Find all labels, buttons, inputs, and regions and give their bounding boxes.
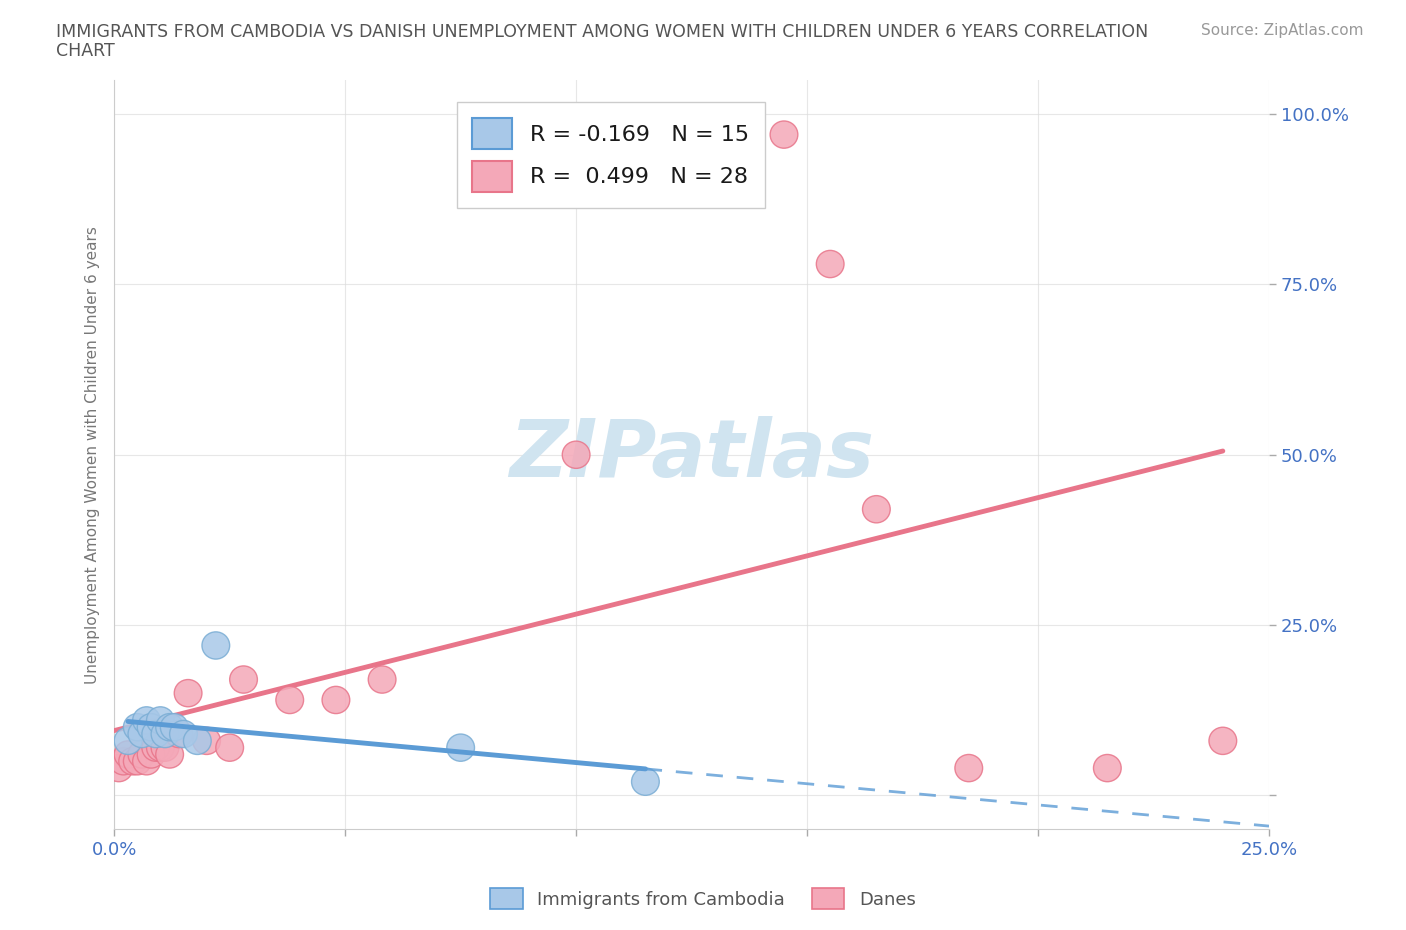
Ellipse shape bbox=[132, 748, 160, 775]
Ellipse shape bbox=[156, 713, 183, 741]
Ellipse shape bbox=[955, 754, 983, 782]
Legend: Immigrants from Cambodia, Danes: Immigrants from Cambodia, Danes bbox=[484, 881, 922, 916]
Ellipse shape bbox=[132, 707, 160, 734]
Ellipse shape bbox=[142, 734, 170, 762]
Ellipse shape bbox=[368, 666, 396, 693]
Ellipse shape bbox=[150, 721, 179, 748]
Ellipse shape bbox=[124, 748, 150, 775]
Ellipse shape bbox=[817, 250, 844, 278]
Ellipse shape bbox=[138, 713, 165, 741]
Ellipse shape bbox=[631, 768, 659, 795]
Ellipse shape bbox=[146, 707, 174, 734]
Text: CHART: CHART bbox=[56, 42, 115, 60]
Ellipse shape bbox=[193, 727, 221, 754]
Legend: R = -0.169   N = 15, R =  0.499   N = 28: R = -0.169 N = 15, R = 0.499 N = 28 bbox=[457, 102, 765, 207]
Ellipse shape bbox=[124, 713, 150, 741]
Ellipse shape bbox=[700, 121, 728, 148]
Ellipse shape bbox=[110, 748, 138, 775]
Ellipse shape bbox=[138, 741, 165, 768]
Ellipse shape bbox=[165, 721, 193, 748]
Text: Source: ZipAtlas.com: Source: ZipAtlas.com bbox=[1201, 23, 1364, 38]
Ellipse shape bbox=[142, 721, 170, 748]
Ellipse shape bbox=[156, 741, 183, 768]
Text: ZIPatlas: ZIPatlas bbox=[509, 416, 875, 494]
Ellipse shape bbox=[105, 754, 132, 782]
Ellipse shape bbox=[202, 631, 229, 659]
Ellipse shape bbox=[215, 734, 243, 762]
Ellipse shape bbox=[114, 741, 142, 768]
Ellipse shape bbox=[276, 686, 304, 713]
Ellipse shape bbox=[146, 734, 174, 762]
Ellipse shape bbox=[114, 727, 142, 754]
Ellipse shape bbox=[1094, 754, 1121, 782]
Ellipse shape bbox=[770, 121, 797, 148]
Ellipse shape bbox=[1209, 727, 1237, 754]
Ellipse shape bbox=[174, 680, 202, 707]
Ellipse shape bbox=[128, 741, 156, 768]
Ellipse shape bbox=[128, 721, 156, 748]
Text: IMMIGRANTS FROM CAMBODIA VS DANISH UNEMPLOYMENT AMONG WOMEN WITH CHILDREN UNDER : IMMIGRANTS FROM CAMBODIA VS DANISH UNEMP… bbox=[56, 23, 1149, 41]
Ellipse shape bbox=[170, 721, 197, 748]
Ellipse shape bbox=[160, 713, 188, 741]
Ellipse shape bbox=[447, 734, 474, 762]
Ellipse shape bbox=[150, 734, 179, 762]
Ellipse shape bbox=[120, 748, 146, 775]
Ellipse shape bbox=[862, 496, 890, 523]
Ellipse shape bbox=[229, 666, 257, 693]
Ellipse shape bbox=[562, 441, 591, 469]
Ellipse shape bbox=[183, 727, 211, 754]
Ellipse shape bbox=[322, 686, 350, 713]
Y-axis label: Unemployment Among Women with Children Under 6 years: Unemployment Among Women with Children U… bbox=[86, 226, 100, 684]
